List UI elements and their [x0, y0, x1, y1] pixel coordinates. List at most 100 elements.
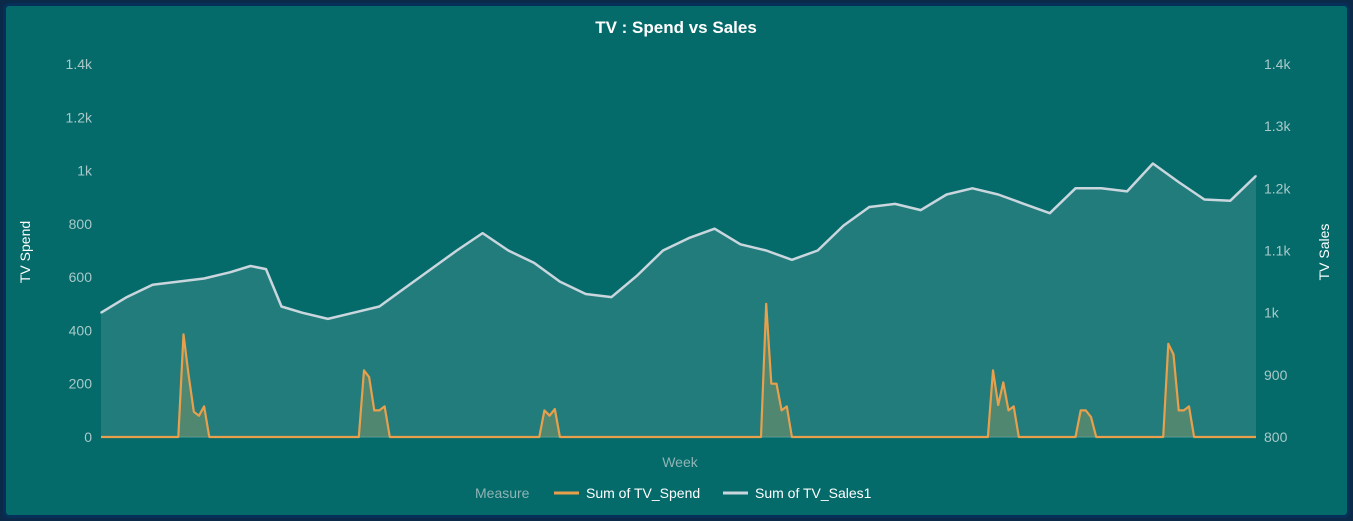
left-tick-label: 600: [69, 269, 93, 285]
sales-point: [688, 237, 690, 239]
spend-point: [554, 408, 556, 410]
sales-point: [791, 259, 793, 261]
sales-point: [636, 274, 639, 277]
sales-point: [126, 296, 128, 298]
left-axis-title: TV Spend: [17, 221, 33, 283]
spend-point: [1079, 409, 1082, 412]
sales-point: [971, 187, 974, 190]
sales-point: [610, 296, 613, 298]
plot-area: [100, 162, 1257, 439]
sales-point: [1255, 175, 1257, 177]
sales-point: [842, 224, 845, 227]
sales-point: [404, 287, 407, 289]
spend-point: [378, 409, 381, 412]
spend-point: [1167, 343, 1170, 345]
spend-point: [203, 405, 205, 408]
sales-point: [868, 206, 871, 208]
legend-item-spend[interactable]: Sum of TV_Spend: [586, 485, 700, 501]
spend-point: [992, 369, 994, 372]
sales-point: [1126, 190, 1128, 193]
sales-point: [327, 318, 329, 320]
sales-point: [713, 227, 716, 230]
sales-point: [1074, 187, 1077, 190]
spend-point: [780, 409, 783, 412]
spend-point: [765, 303, 767, 305]
sales-point: [662, 249, 664, 252]
right-tick-label: 1k: [1264, 305, 1280, 321]
left-tick-label: 1k: [77, 163, 93, 179]
chart-svg: TV : Spend vs Sales 0 200 400 600 800 1k 1.2k 1…: [17, 18, 1332, 501]
spend-point: [193, 410, 195, 413]
sales-point: [280, 305, 283, 308]
left-tick-label: 0: [84, 429, 92, 445]
spend-point: [363, 369, 365, 372]
sales-point: [507, 249, 510, 252]
sales-point: [533, 262, 535, 264]
spend-point: [1007, 409, 1010, 412]
spend-point: [187, 374, 190, 377]
left-tick-label: 1.2k: [66, 109, 93, 125]
right-axis-title: TV Sales: [1316, 224, 1332, 281]
spend-point: [182, 333, 185, 336]
sales-point: [151, 283, 154, 286]
spend-point: [1183, 409, 1185, 412]
spend-point: [997, 404, 999, 406]
sales-point: [765, 249, 767, 252]
left-tick-label: 800: [69, 216, 93, 232]
spend-point: [543, 409, 546, 412]
sales-point: [177, 280, 180, 283]
sales-point: [203, 277, 205, 280]
sales-point: [265, 268, 267, 270]
x-axis-title: Week: [662, 454, 699, 470]
legend-title: Measure: [475, 485, 530, 501]
spend-point: [1085, 409, 1087, 412]
spend-point: [775, 382, 778, 385]
sales-point: [894, 203, 896, 205]
right-tick-label: 1.3k: [1264, 118, 1291, 134]
spend-point: [770, 382, 773, 385]
sales-point: [1203, 198, 1206, 201]
sales-point: [584, 293, 587, 295]
chart-container: TV : Spend vs Sales 0 200 400 600 800 1k 1.2k 1…: [3, 3, 1350, 518]
spend-point: [373, 409, 376, 412]
spend-point: [383, 405, 386, 408]
sales-point: [456, 249, 458, 252]
left-tick-label: 400: [69, 322, 93, 338]
spend-point: [368, 376, 370, 378]
sales-point: [1100, 187, 1103, 190]
left-tick-label: 1.4k: [66, 56, 93, 72]
sales-point: [430, 268, 432, 270]
spend-point: [1012, 405, 1015, 408]
sales-point: [1152, 162, 1154, 165]
sales-point: [945, 193, 948, 196]
legend-item-sales[interactable]: Sum of TV_Sales1: [755, 485, 872, 501]
right-tick-label: 1.1k: [1264, 243, 1291, 259]
sales-point: [1229, 200, 1231, 202]
sales-point: [352, 311, 355, 314]
chart-title: TV : Spend vs Sales: [595, 18, 757, 37]
sales-area: [101, 163, 1256, 437]
spend-point: [1177, 409, 1180, 412]
sales-point: [378, 305, 381, 308]
right-axis-ticks: 800 900 1k 1.1k 1.2k 1.3k 1.4k: [1264, 56, 1291, 445]
left-tick-label: 200: [69, 376, 93, 392]
sales-point: [100, 311, 102, 314]
right-tick-label: 1.4k: [1264, 56, 1291, 72]
spend-point: [1002, 381, 1005, 384]
sales-point: [920, 209, 922, 211]
spend-point: [786, 405, 788, 408]
sales-point: [1177, 181, 1180, 183]
sales-point: [301, 311, 303, 314]
spend-point: [1090, 416, 1092, 418]
right-tick-label: 900: [1264, 367, 1288, 383]
legend: Measure Sum of TV_Spend Sum of TV_Sales1: [475, 485, 872, 501]
sales-point: [1023, 203, 1025, 205]
spend-point: [1188, 405, 1190, 408]
sales-point: [559, 280, 561, 283]
sales-point: [249, 265, 252, 267]
sales-point: [739, 243, 742, 246]
left-axis-ticks: 0 200 400 600 800 1k 1.2k 1.4k: [66, 56, 93, 445]
right-tick-label: 1.2k: [1264, 180, 1291, 196]
sales-point: [229, 271, 231, 274]
sales-point: [816, 249, 819, 252]
